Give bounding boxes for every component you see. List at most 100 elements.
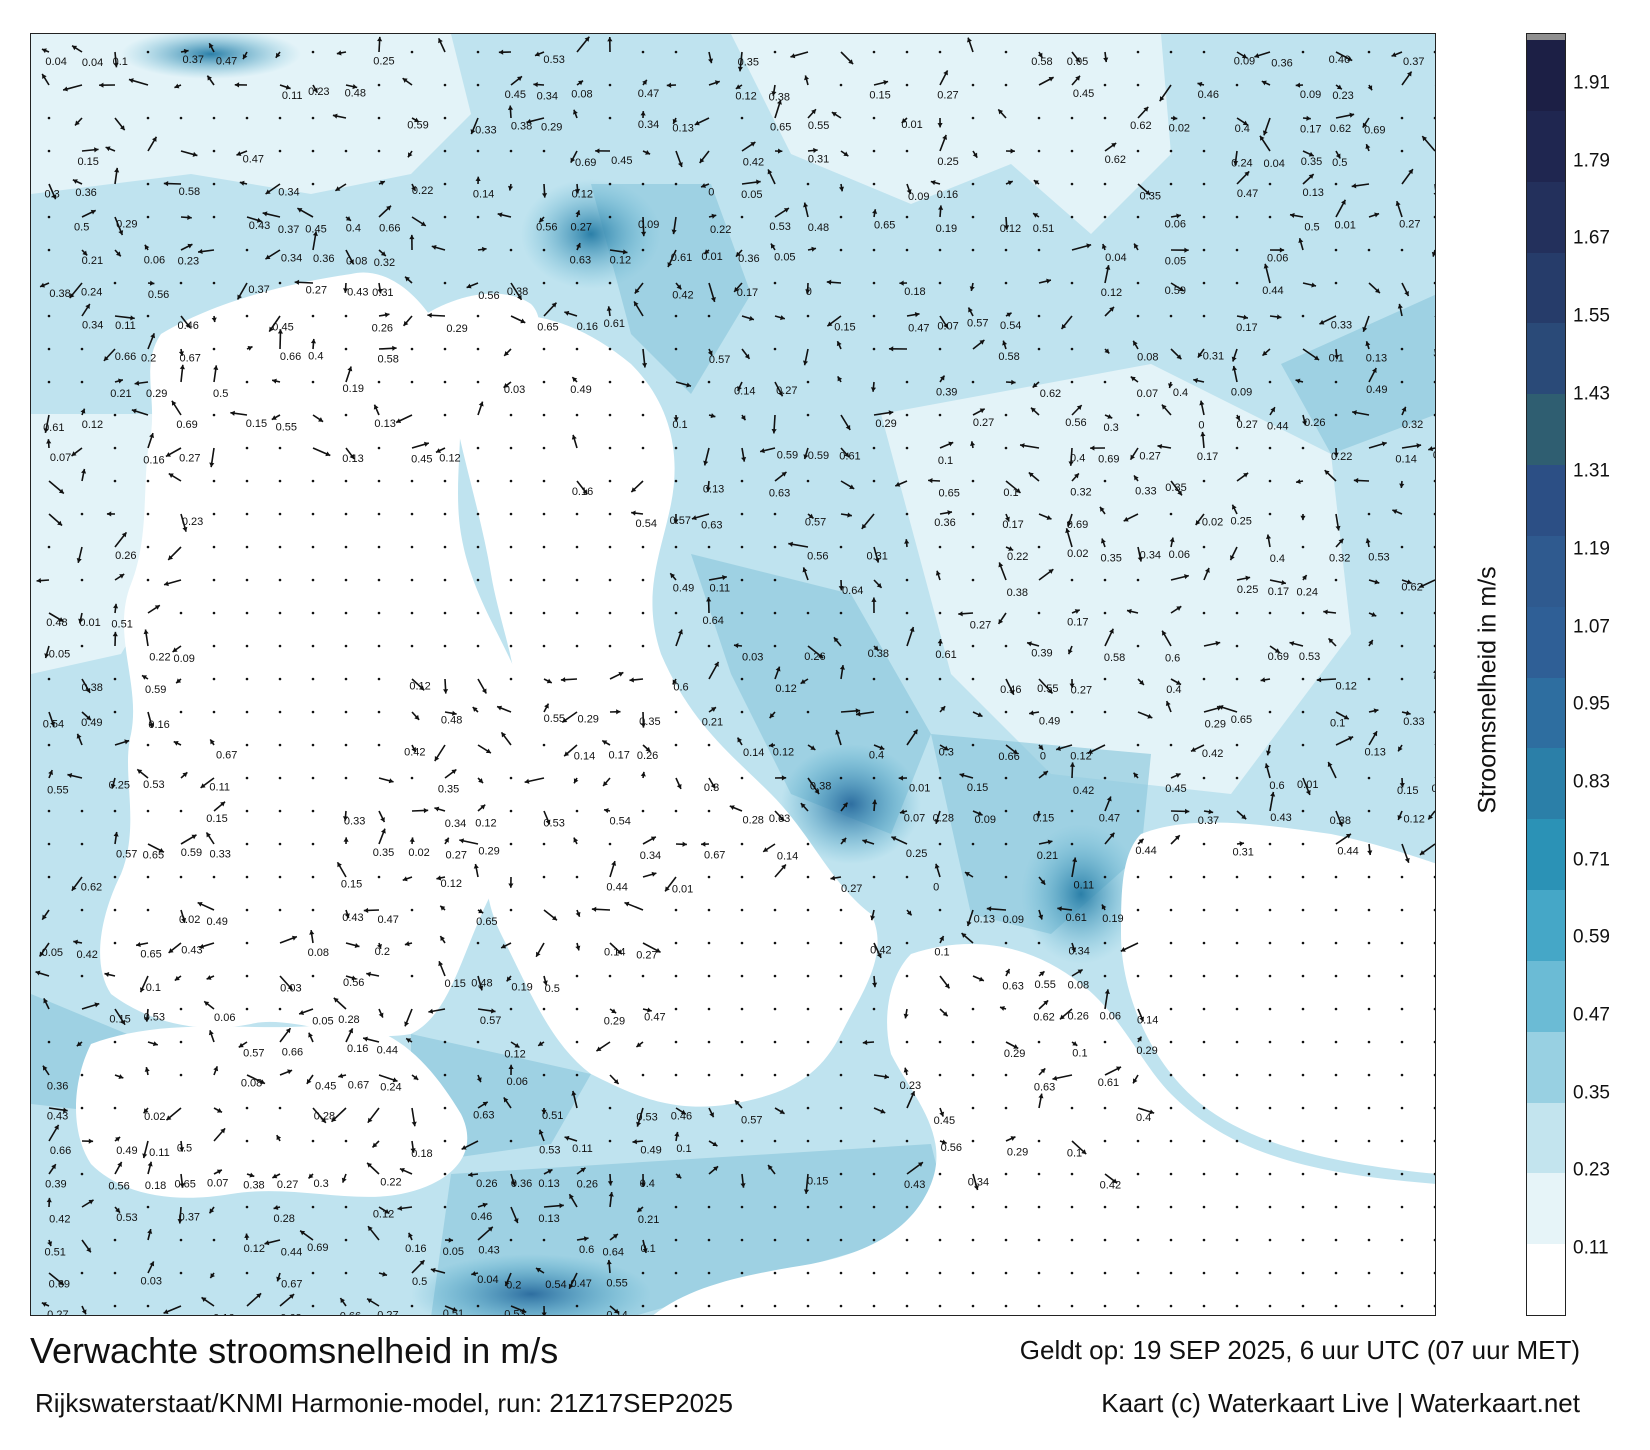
grid-dot bbox=[641, 1073, 645, 1077]
current-arrow-head bbox=[287, 1069, 293, 1075]
current-speed-value: 0.13 bbox=[703, 484, 724, 496]
grid-dot bbox=[80, 380, 84, 384]
current-speed-value: 0.55 bbox=[1034, 979, 1055, 991]
current-arrow-head bbox=[480, 804, 486, 810]
current-arrow-head bbox=[277, 329, 284, 334]
current-speed-value: 0.25 bbox=[906, 848, 927, 860]
grid-dot bbox=[806, 974, 810, 978]
current-arrow-head bbox=[572, 109, 578, 115]
grid-dot bbox=[1301, 1172, 1305, 1176]
current-arrow bbox=[1434, 316, 1435, 318]
grid-dot bbox=[509, 248, 513, 252]
current-arrow-head bbox=[448, 1237, 454, 1243]
grid-dot bbox=[1004, 842, 1008, 846]
current-arrow-head bbox=[392, 1077, 398, 1083]
current-speed-value: 0.67 bbox=[704, 849, 725, 861]
grid-dot bbox=[674, 347, 678, 351]
current-arrow-head bbox=[671, 229, 677, 235]
grid-dot bbox=[179, 875, 183, 879]
grid-dot bbox=[1136, 314, 1140, 318]
current-speed-value: 0.15 bbox=[807, 1175, 828, 1187]
current-arrow-head bbox=[367, 1162, 373, 1168]
current-speed-value: 0.1 bbox=[1067, 1147, 1082, 1159]
current-arrow-head bbox=[800, 803, 806, 809]
current-arrow-head bbox=[54, 1124, 59, 1130]
current-arrow-head bbox=[939, 936, 944, 941]
current-speed-value: 0.12 bbox=[775, 683, 796, 695]
current-arrow-head bbox=[144, 1067, 150, 1072]
current-speed-value: 0.43 bbox=[181, 944, 202, 956]
current-arrow-head bbox=[1367, 850, 1373, 855]
grid-dot bbox=[113, 710, 117, 714]
grid-dot bbox=[1202, 842, 1206, 846]
current-arrow-head bbox=[501, 943, 507, 949]
current-speed-value: 0.4 bbox=[1270, 553, 1285, 565]
grid-dot bbox=[1037, 116, 1041, 120]
current-speed-value: 0.09 bbox=[1231, 387, 1252, 399]
grid-dot bbox=[245, 809, 249, 813]
grid-dot bbox=[1334, 1304, 1338, 1308]
current-arrow-head bbox=[1308, 151, 1314, 157]
grid-dot bbox=[740, 1205, 744, 1209]
current-speed-map[interactable]: 0.04 0.04 0.1 0.37 0.47 0.25 0.53 0.35 0.58 0.05 0… bbox=[30, 33, 1436, 1316]
grid-dot bbox=[806, 908, 810, 912]
current-arrow-head bbox=[1274, 648, 1280, 653]
current-arrow-head bbox=[735, 84, 741, 89]
current-arrow-head bbox=[744, 353, 750, 359]
grid-dot bbox=[80, 1106, 84, 1110]
current-speed-value: 0.27 bbox=[571, 222, 592, 234]
grid-dot bbox=[806, 1205, 810, 1209]
grid-dot bbox=[1037, 314, 1041, 318]
current-speed-value: 0.63 bbox=[1002, 981, 1023, 993]
grid-dot bbox=[839, 248, 843, 252]
grid-dot bbox=[1202, 941, 1206, 945]
grid-dot bbox=[278, 479, 282, 483]
grid-dot bbox=[938, 611, 942, 615]
current-speed-value: 0.24 bbox=[81, 287, 102, 299]
grid-dot bbox=[905, 380, 909, 384]
current-arrow-head bbox=[777, 148, 783, 154]
grid-dot bbox=[1301, 677, 1305, 681]
grid-dot bbox=[1235, 83, 1239, 87]
current-arrow-head bbox=[961, 933, 967, 938]
current-arrow-head bbox=[1373, 708, 1379, 714]
current-speed-value: 0.61 bbox=[935, 649, 956, 661]
current-speed-value: 0.13 bbox=[1364, 747, 1385, 759]
grid-dot bbox=[1004, 281, 1008, 285]
current-speed-value: 0.01 bbox=[79, 617, 100, 629]
grid-dot bbox=[707, 743, 711, 747]
current-speed-value: 0.1 bbox=[1072, 1048, 1087, 1060]
current-speed-value: 0.42 bbox=[672, 289, 693, 301]
grid-dot bbox=[245, 743, 249, 747]
current-speed-value: 0.26 bbox=[804, 651, 825, 663]
current-speed-value: 0.27 bbox=[970, 620, 991, 632]
current-arrow-head bbox=[318, 417, 324, 422]
current-arrow-head bbox=[606, 1259, 612, 1265]
grid-dot bbox=[1268, 710, 1272, 714]
current-arrow-head bbox=[115, 251, 121, 257]
current-arrow-head bbox=[42, 73, 47, 79]
grid-dot bbox=[773, 908, 777, 912]
current-speed-value: 0.51 bbox=[45, 1246, 66, 1258]
grid-dot bbox=[1103, 1139, 1107, 1143]
grid-dot bbox=[740, 1238, 744, 1242]
current-arrow-head bbox=[404, 941, 410, 947]
current-arrow-head bbox=[163, 1309, 169, 1314]
current-arrow-head bbox=[260, 1079, 266, 1085]
current-arrow-head bbox=[1162, 630, 1167, 636]
current-arrow-head bbox=[1348, 736, 1354, 741]
grid-dot bbox=[872, 1271, 876, 1275]
current-speed-value: 0.26 bbox=[476, 1178, 497, 1190]
current-arrow-head bbox=[880, 1108, 886, 1114]
current-arrow-head bbox=[1218, 704, 1224, 710]
current-arrow-head bbox=[404, 1021, 410, 1027]
grid-dot bbox=[1235, 1304, 1239, 1308]
grid-dot bbox=[1235, 248, 1239, 252]
current-arrow-head bbox=[1107, 414, 1113, 419]
grid-dot bbox=[146, 1205, 150, 1209]
current-speed-value: 0.43 bbox=[904, 1179, 925, 1191]
current-arrow-head bbox=[269, 326, 274, 332]
current-arrow-head bbox=[94, 147, 99, 153]
colorbar-segment bbox=[1527, 605, 1565, 678]
current-speed-value: 0.15 bbox=[1033, 813, 1054, 825]
